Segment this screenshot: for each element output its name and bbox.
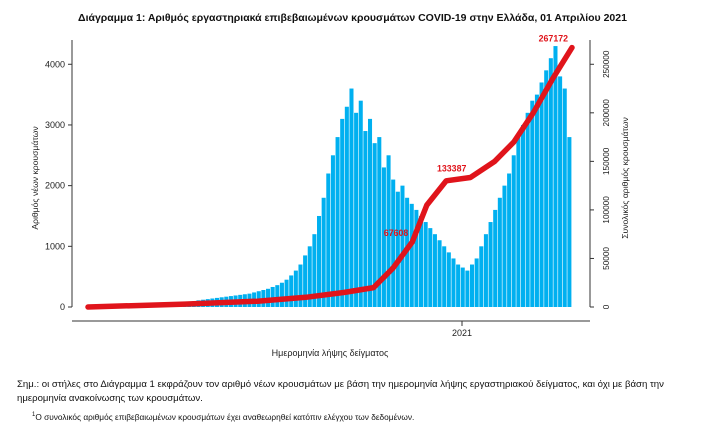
y2-tick-label: 0	[602, 304, 611, 309]
bar	[474, 258, 479, 307]
y-tick-label: 1000	[45, 241, 65, 251]
y-tick-label: 3000	[45, 120, 65, 130]
line-data-label: 67608	[384, 228, 409, 238]
cumulative-line	[85, 44, 575, 310]
bar	[483, 234, 488, 307]
bar	[293, 270, 298, 307]
bar	[344, 106, 349, 307]
bar	[479, 246, 484, 307]
bar	[488, 222, 493, 307]
bar	[437, 240, 442, 307]
bar	[298, 264, 303, 307]
bar	[530, 100, 535, 307]
bar	[553, 46, 558, 308]
chart-labels: 67608 133387 267172	[384, 34, 568, 238]
bar	[284, 279, 289, 307]
bar	[456, 264, 461, 307]
bar	[349, 88, 354, 307]
y2-tick-label: 150000	[602, 147, 611, 175]
bar	[470, 264, 475, 307]
bar	[307, 246, 312, 307]
bar	[363, 131, 368, 307]
y-tick-label: 0	[60, 302, 65, 312]
bar	[442, 246, 447, 307]
bar	[446, 252, 451, 307]
bar	[377, 137, 382, 307]
bar	[414, 209, 419, 307]
line-data-label: 267172	[539, 34, 568, 44]
y2-axis-label: Συνολικός αριθμός κρουσμάτων	[620, 117, 630, 239]
bar	[521, 124, 526, 307]
bar	[275, 285, 280, 307]
bar	[330, 155, 335, 307]
bar	[539, 82, 544, 308]
bar	[525, 112, 530, 308]
bar	[562, 88, 567, 307]
bar	[409, 203, 414, 307]
footnote: 1Ο συνολικός αριθμός επιβεβαιωμένων κρου…	[32, 412, 414, 422]
bar	[395, 191, 400, 307]
line-series	[85, 44, 575, 310]
x-axis-label: Ημερομηνία λήψης δείγματος	[272, 348, 389, 358]
bar	[502, 185, 507, 307]
chart-axes: 0 1000 2000 3000 4000 Αριθμός νέων κρουσμάτων…	[30, 40, 630, 358]
bar	[558, 76, 563, 307]
bar	[381, 167, 386, 307]
bar	[354, 112, 359, 308]
y2-tick-label: 100000	[602, 196, 611, 224]
bar	[511, 155, 516, 307]
bar	[391, 179, 396, 307]
y-axis-label: Αριθμός νέων κρουσμάτων	[30, 126, 40, 229]
bar	[419, 215, 424, 307]
bar	[386, 155, 391, 307]
bar	[567, 137, 572, 307]
bar	[460, 267, 465, 307]
footnote-mark: 1	[32, 412, 36, 419]
bar	[303, 255, 308, 307]
y2-tick-label: 250000	[602, 50, 611, 78]
bar	[340, 118, 345, 308]
bar	[270, 286, 275, 307]
y-tick-label: 4000	[45, 59, 65, 69]
line-data-label: 133387	[437, 163, 466, 173]
bar	[326, 173, 331, 307]
bar	[321, 197, 326, 307]
y2-tick-label: 200000	[602, 99, 611, 127]
x-tick-label: 2021	[452, 328, 472, 338]
bar	[428, 228, 433, 307]
y2-tick-label: 50000	[602, 247, 611, 270]
chart-note: Σημ.: οι στήλες στο Διάγραμμα 1 εκφράζου…	[17, 379, 664, 404]
bar	[400, 185, 405, 307]
bar	[423, 222, 428, 307]
bar	[312, 234, 317, 307]
bar	[544, 70, 549, 307]
bar-series	[131, 46, 572, 308]
bar	[432, 234, 437, 307]
bar	[516, 137, 521, 307]
bar	[335, 137, 340, 307]
bar	[497, 197, 502, 307]
footnote-text: Ο συνολικός αριθμός επιβεβαιωμένων κρουσ…	[35, 412, 415, 422]
bar	[368, 118, 373, 308]
bar	[465, 270, 470, 307]
bar	[548, 58, 553, 307]
chart-plot: 0 1000 2000 3000 4000 Αριθμός νέων κρουσμάτων…	[30, 34, 630, 358]
bar	[534, 94, 539, 307]
bar	[358, 100, 363, 307]
bar	[451, 258, 456, 307]
bar	[493, 209, 498, 307]
bar	[289, 275, 294, 307]
bar	[279, 282, 284, 307]
y-tick-label: 2000	[45, 181, 65, 191]
chart-title: Διάγραμμα 1: Αριθμός εργαστηριακά επιβεβ…	[78, 12, 627, 24]
bar	[372, 143, 377, 307]
bar	[317, 215, 322, 307]
bar	[507, 173, 512, 307]
